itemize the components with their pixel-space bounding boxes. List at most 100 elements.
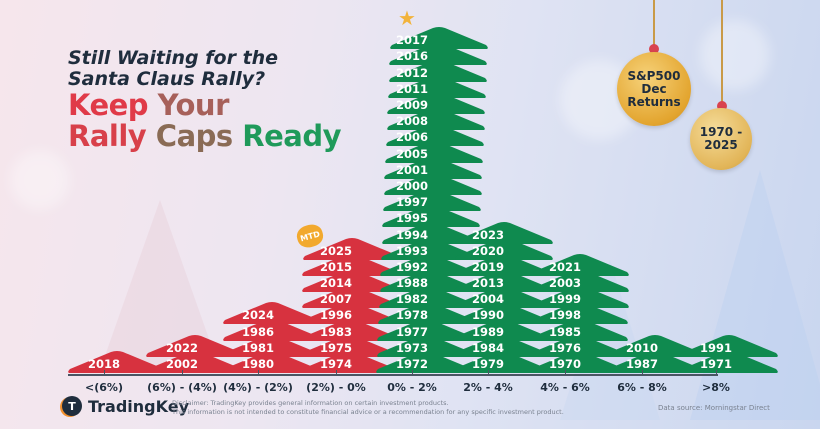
year-label: 1991 <box>699 340 732 355</box>
year-tier: 2024 <box>222 302 322 325</box>
year-label: 2011 <box>395 81 428 96</box>
year-label: 2007 <box>319 292 352 307</box>
tree-tier-shape <box>302 270 400 293</box>
tree-tier-shape <box>453 286 552 309</box>
year-tier: 1971 <box>679 351 778 373</box>
x-axis-tick <box>488 370 489 376</box>
tree-tier-shape <box>384 156 483 179</box>
tree-tier-shape <box>606 334 705 357</box>
year-label: 2003 <box>548 276 581 291</box>
bar-column: 2018 <box>67 351 166 373</box>
tree-tier-shape <box>377 318 476 341</box>
year-label: 1976 <box>548 340 581 355</box>
tree-tier-shape <box>530 302 629 325</box>
tree-tier-shape <box>223 302 322 325</box>
x-axis-label: <(6%) <box>85 381 123 394</box>
headline-line-1: Keep Your <box>68 90 341 121</box>
year-label: 1999 <box>548 292 581 307</box>
year-label: 1986 <box>241 324 274 339</box>
year-tier: 2021 <box>530 253 630 276</box>
year-tier: 2020 <box>454 237 553 260</box>
year-tier: 2001 <box>383 156 483 179</box>
tree-tier-shape <box>376 351 474 373</box>
year-tier: 1977 <box>376 318 476 341</box>
year-tier: 2011 <box>387 75 486 98</box>
year-tier: 2013 <box>453 270 552 293</box>
year-label: 2018 <box>87 357 120 371</box>
brand-logo: T TradingKey <box>62 396 189 416</box>
year-tier: 1985 <box>529 318 628 341</box>
tree-tier-shape <box>455 221 554 244</box>
year-label: 2013 <box>471 276 504 291</box>
year-tier: 2022 <box>145 334 245 357</box>
year-label: 1975 <box>319 340 352 355</box>
year-tier: 1992 <box>379 253 479 276</box>
bar-column: 1974 1975 1983 1996 2007 2014 2015 2025 <box>299 237 401 373</box>
year-tier: 1978 <box>377 302 476 325</box>
x-axis-label: 6% - 8% <box>617 381 667 394</box>
year-tier: 2002 <box>145 351 244 373</box>
tree-tier-shape <box>385 140 483 163</box>
tree-tier-shape <box>454 237 553 260</box>
year-tier: 2010 <box>605 334 705 357</box>
year-label: 2023 <box>471 227 504 242</box>
year-tier: 2008 <box>386 108 485 131</box>
year-tier: 1973 <box>376 334 475 357</box>
ornament-text: 1970 - <box>699 125 743 139</box>
year-tier: 1999 <box>530 286 629 309</box>
x-axis-label: 0% - 2% <box>387 381 437 394</box>
year-tier: 1982 <box>378 286 477 309</box>
x-axis-tick <box>182 370 183 376</box>
tree-tier-shape <box>386 108 485 131</box>
year-label: 2020 <box>471 243 504 258</box>
year-label: 1974 <box>319 357 352 371</box>
bar-column: 1970 1976 1985 1998 1999 2003 2021 <box>528 253 630 373</box>
tree-tier-shape <box>387 92 486 114</box>
year-tier: 2019 <box>453 253 553 276</box>
tree-tier-shape <box>388 75 486 98</box>
brand-name: TradingKey <box>88 396 190 416</box>
year-label: 1994 <box>395 227 428 242</box>
headline-word: Your <box>157 88 230 122</box>
year-tier: 2023 <box>454 221 554 244</box>
x-axis-tick <box>565 370 566 376</box>
year-label: 1989 <box>471 324 504 339</box>
year-label: 1982 <box>395 292 428 307</box>
tree-tier-shape <box>378 302 476 325</box>
year-tier: 1995 <box>381 205 481 228</box>
year-label: 2022 <box>165 340 198 355</box>
tree-tier-shape <box>454 270 552 293</box>
tree-tier-shape <box>381 237 479 260</box>
year-tier: 1998 <box>529 302 629 325</box>
year-label: 1997 <box>395 195 428 210</box>
year-tier: 2003 <box>530 270 629 293</box>
ornament-cap <box>649 44 659 54</box>
year-label: 2001 <box>395 162 428 177</box>
year-label: 2010 <box>625 340 658 355</box>
year-label: 2006 <box>395 130 428 145</box>
x-axis-tick <box>258 370 259 376</box>
tree-tier-shape <box>300 318 399 341</box>
year-tier: 1997 <box>382 189 481 212</box>
year-label: 2014 <box>319 276 352 291</box>
chart-title: Still Waiting for the Santa Claus Rally?… <box>68 47 342 153</box>
tree-tier-shape <box>376 334 475 357</box>
tree-tier-shape <box>381 221 480 244</box>
year-label: 1978 <box>395 308 428 323</box>
tree-tier-shape <box>382 205 481 228</box>
subtitle-line-1: Still Waiting for the <box>68 47 279 69</box>
tree-tier-shape <box>389 43 488 66</box>
year-tier: 2017 <box>389 27 488 50</box>
x-axis-label: (2%) - 0% <box>306 381 366 394</box>
background-tree-icon <box>690 170 820 420</box>
year-label: 1998 <box>548 308 581 323</box>
headline-word: Keep <box>68 88 149 122</box>
tree-tier-shape <box>680 334 779 357</box>
year-label: 1973 <box>395 340 428 355</box>
x-axis-tick <box>716 370 717 376</box>
year-tier: 2004 <box>453 286 552 309</box>
headline-word: Rally <box>68 119 147 153</box>
tree-tier-shape <box>529 334 628 357</box>
year-label: 1993 <box>395 243 428 258</box>
